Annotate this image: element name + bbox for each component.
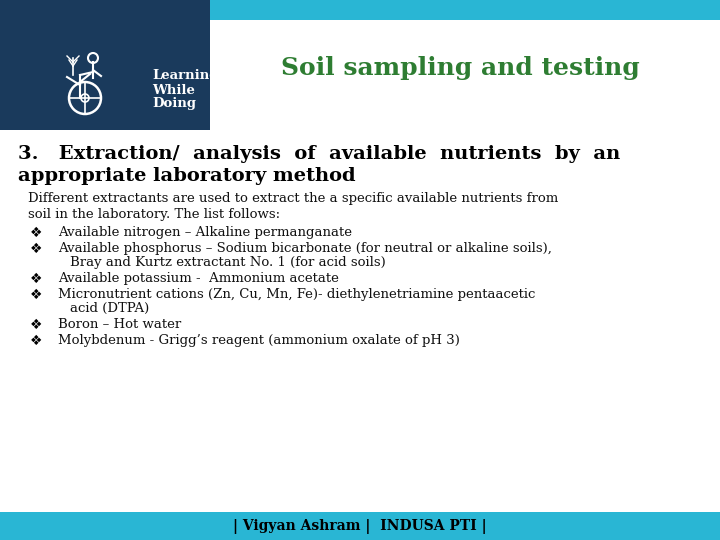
Text: Soil sampling and testing: Soil sampling and testing: [281, 56, 639, 80]
Text: Doing: Doing: [152, 98, 196, 111]
Text: 3.   Extraction/  analysis  of  available  nutrients  by  an: 3. Extraction/ analysis of available nut…: [18, 145, 620, 163]
Text: ❖: ❖: [30, 288, 42, 302]
Bar: [0, 0, 210, 130]
Text: soil in the laboratory. The list follows:: soil in the laboratory. The list follows…: [28, 208, 280, 221]
Text: | Vigyan Ashram |  INDUSA PTI |: | Vigyan Ashram | INDUSA PTI |: [233, 518, 487, 534]
Text: Different extractants are used to extract the a specific available nutrients fro: Different extractants are used to extrac…: [28, 192, 558, 205]
Text: Learning: Learning: [152, 69, 218, 82]
Text: Molybdenum - Grigg’s reagent (ammonium oxalate of pH 3): Molybdenum - Grigg’s reagent (ammonium o…: [58, 334, 460, 347]
Text: Available phosphorus – Sodium bicarbonate (for neutral or alkaline soils),: Available phosphorus – Sodium bicarbonat…: [58, 242, 552, 255]
Text: ❖: ❖: [30, 242, 42, 256]
Text: Boron – Hot water: Boron – Hot water: [58, 318, 181, 331]
Bar: [0, 512, 720, 540]
Text: Available potassium -  Ammonium acetate: Available potassium - Ammonium acetate: [58, 272, 339, 285]
Text: ❖: ❖: [30, 272, 42, 286]
Text: acid (DTPA): acid (DTPA): [70, 302, 149, 315]
Text: ❖: ❖: [30, 318, 42, 332]
Text: ❖: ❖: [30, 334, 42, 348]
Bar: [0, 0, 720, 20]
Text: ❖: ❖: [30, 226, 42, 240]
Text: Available nitrogen – Alkaline permanganate: Available nitrogen – Alkaline permangana…: [58, 226, 352, 239]
Text: While: While: [152, 84, 195, 97]
Text: Micronutrient cations (Zn, Cu, Mn, Fe)- diethylenetriamine pentaacetic: Micronutrient cations (Zn, Cu, Mn, Fe)- …: [58, 288, 536, 301]
Text: appropriate laboratory method: appropriate laboratory method: [18, 167, 356, 185]
Text: Bray and Kurtz extractant No. 1 (for acid soils): Bray and Kurtz extractant No. 1 (for aci…: [70, 256, 386, 269]
